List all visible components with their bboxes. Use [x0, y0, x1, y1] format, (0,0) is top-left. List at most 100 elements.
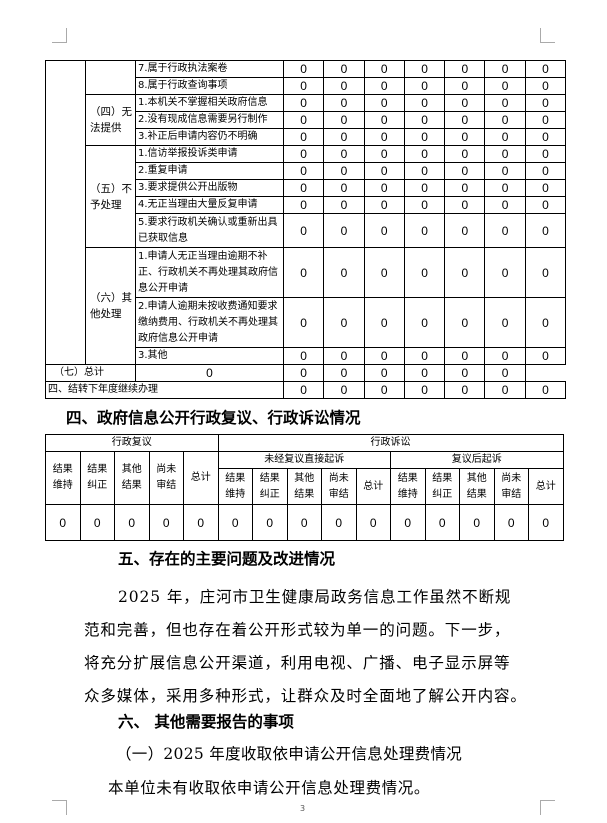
- column-header: 其他结果: [459, 468, 495, 505]
- value-cell: 0: [524, 94, 567, 112]
- value-cell: 0: [524, 381, 567, 399]
- column-header: 结果维持: [45, 451, 81, 505]
- value-cell: 0: [444, 94, 486, 112]
- value-cell: 0: [252, 504, 288, 541]
- value-cell: 0: [444, 247, 486, 298]
- value-cell: 0: [403, 145, 446, 163]
- paragraph-line: 范和完善，但也存在着公开形式较为单一的问题。下一步，: [84, 621, 511, 639]
- value-cell: 0: [424, 504, 460, 541]
- column-header: 其他结果: [286, 468, 322, 505]
- value-cell: 0: [444, 297, 486, 348]
- row-label: 8.属于行政查询事项: [135, 77, 284, 95]
- group-label: （六）其他处理: [85, 247, 136, 365]
- value-cell: 0: [524, 297, 567, 348]
- row-label: 2.申请人逾期未按收费通知要求缴纳费用、行政机关不再处理其政府信息公开申请: [135, 297, 284, 348]
- value-cell: 0: [323, 94, 365, 112]
- row-label: 四、结转下年度继续办理: [45, 381, 284, 399]
- column-header: 总计: [528, 468, 564, 505]
- value-cell: 0: [444, 111, 486, 129]
- value-cell: 0: [79, 504, 115, 541]
- value-cell: 0: [484, 111, 526, 129]
- row-label: 3.要求提供公开出版物: [135, 179, 284, 197]
- column-header: 尚未审结: [148, 451, 184, 505]
- value-cell: 0: [484, 179, 526, 197]
- table-row: 3.补正后申请内容仍不明确 0 0 0 0 0 0 0: [46, 128, 567, 146]
- value-cell: 0: [459, 504, 495, 541]
- value-cell: 0: [524, 196, 567, 214]
- row-label: 2.没有现成信息需要另行制作: [135, 111, 284, 129]
- value-cell: 0: [363, 347, 405, 365]
- value-cell: 0: [363, 111, 405, 129]
- value-cell: 0: [403, 347, 446, 365]
- value-cell: 0: [524, 145, 567, 163]
- value-cell: 0: [403, 196, 446, 214]
- table-row: 7.属于行政执法案卷 0 0 0 0 0 0 0: [45, 60, 567, 365]
- value-cell: 0: [363, 213, 405, 248]
- value-cell: 0: [355, 504, 391, 541]
- value-cell: 0: [282, 347, 325, 365]
- value-cell: 0: [323, 145, 365, 163]
- value-cell: 0: [282, 77, 325, 95]
- table-row: 8.属于行政查询事项 0 0 0 0 0 0 0: [46, 77, 567, 95]
- column-header: 总计: [183, 451, 219, 505]
- outer-group-cell: [45, 60, 86, 365]
- row-label: 3.补正后申请内容仍不明确: [135, 128, 284, 146]
- table-row: 3.要求提供公开出版物 0 0 0 0 0 0 0: [46, 179, 567, 197]
- value-cell: 0: [282, 297, 325, 348]
- value-cell: 0: [403, 94, 446, 112]
- value-cell: 0: [363, 247, 405, 298]
- value-cell: 0: [148, 504, 184, 541]
- section-heading-4: 四、政府信息公开行政复议、行政诉讼情况: [66, 409, 361, 427]
- row-label: 2.重复申请: [135, 162, 284, 180]
- value-cell: 0: [135, 364, 284, 382]
- column-header: 结果维持: [217, 468, 253, 505]
- row-label: （七）总计: [45, 364, 136, 382]
- application-handling-table: 7.属于行政执法案卷 0 0 0 0 0 0 0 8.属于行政查询事项 0 0 0 0 0 0 0 （四）无法提…: [45, 60, 567, 399]
- value-cell: 0: [321, 504, 357, 541]
- value-cell: 0: [444, 162, 486, 180]
- value-cell: 0: [528, 504, 564, 541]
- value-cell: 0: [444, 213, 486, 248]
- column-header: 总计: [355, 468, 391, 505]
- column-header: 结果纠正: [252, 468, 288, 505]
- value-cell: 0: [403, 77, 446, 95]
- page-number: 3: [300, 804, 306, 813]
- value-cell: 0: [493, 504, 529, 541]
- value-cell: 0: [403, 297, 446, 348]
- review-header: 行政复议: [45, 434, 219, 452]
- value-cell: 0: [363, 381, 405, 399]
- value-cell: 0: [323, 247, 365, 298]
- corner-mark: [52, 28, 67, 43]
- after-review-header: 复议后起诉: [390, 451, 564, 469]
- row-label: 1.本机关不掌握相关政府信息: [135, 94, 284, 112]
- paragraph-line: 将充分扩展信息公开渠道，利用电视、广播、电子显示屏等: [84, 654, 511, 672]
- value-cell: 0: [323, 77, 365, 95]
- value-cell: 0: [323, 213, 365, 248]
- value-cell: 0: [484, 145, 526, 163]
- row-label: 1.申请人无正当理由逾期不补正、行政机关不再处理其政府信息公开申请: [135, 247, 284, 298]
- value-cell: 0: [363, 297, 405, 348]
- column-header: 结果纠正: [424, 468, 460, 505]
- value-cell: 0: [282, 179, 325, 197]
- subheading: （一）2025 年度收取依申请公开信息处理费情况: [116, 745, 463, 763]
- column-header: 结果维持: [390, 468, 426, 505]
- value-cell: 0: [114, 504, 150, 541]
- value-cell: 0: [524, 213, 567, 248]
- paragraph-line: 2025 年，庄河市卫生健康局政务信息工作虽然不断规: [118, 588, 512, 606]
- value-cell: 0: [484, 60, 526, 78]
- table-row: （七）总计 0 0 0 0 0 0 0: [45, 364, 566, 382]
- value-cell: 0: [484, 196, 526, 214]
- value-cell: 0: [524, 179, 567, 197]
- value-cell: 0: [444, 128, 486, 146]
- table-row: 2.没有现成信息需要另行制作 0 0 0 0 0 0 0: [46, 111, 567, 129]
- value-cell: 0: [217, 504, 253, 541]
- corner-mark: [540, 28, 555, 43]
- value-cell: 0: [363, 128, 405, 146]
- table-row: （四）无法提供 1.本机关不掌握相关政府信息 0 0 0 0 0 0 0: [46, 94, 567, 146]
- value-cell: 0: [282, 128, 325, 146]
- value-cell: 0: [444, 145, 486, 163]
- value-cell: 0: [323, 297, 365, 348]
- corner-mark: [540, 800, 555, 815]
- value-cell: 0: [363, 364, 405, 382]
